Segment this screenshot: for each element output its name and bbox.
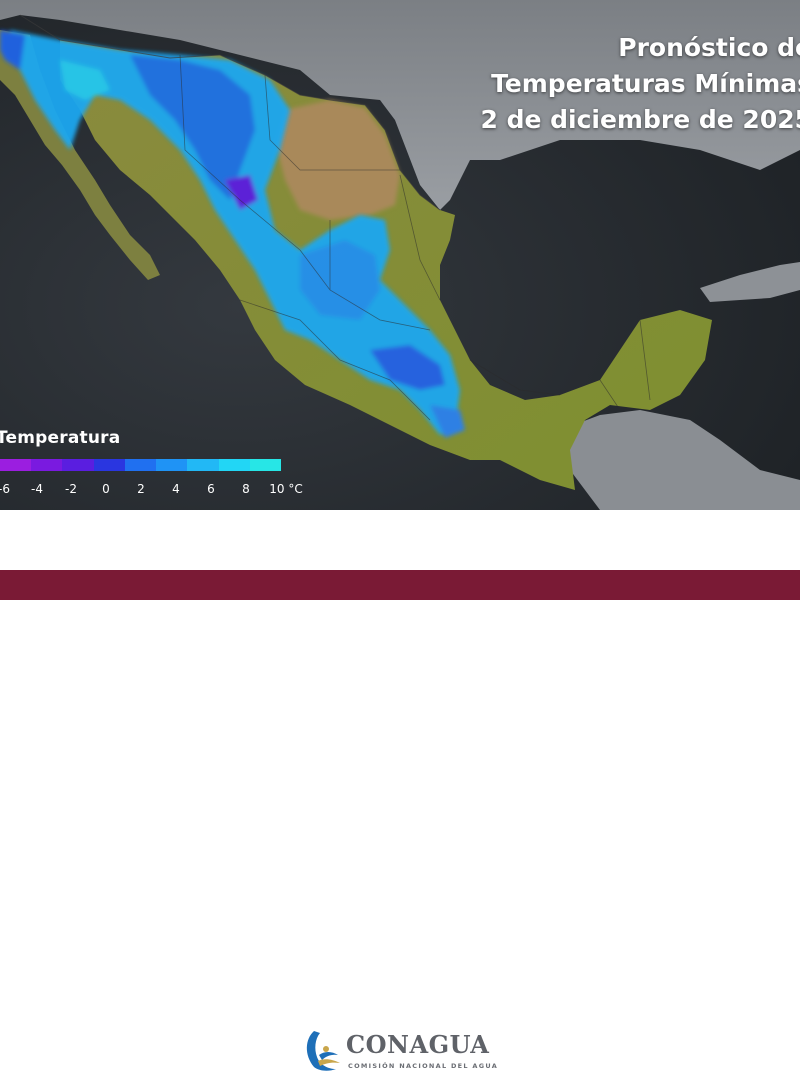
brand-subtitle: COMISIÓN NACIONAL DEL AGUA [348,1062,499,1070]
bottom-accent-bar [0,570,800,600]
legend-title: Temperatura [0,428,121,448]
legend-label: 6 [207,482,215,496]
legend-swatch [31,459,63,471]
forecast-map: Pronóstico de Temperaturas Mínimas 2 de … [0,0,800,510]
legend-label: 8 [242,482,250,496]
brand-name: CONAGUA [346,1030,490,1059]
legend-swatch [93,459,125,471]
legend-swatch [62,459,94,471]
legend-swatch [218,459,250,471]
plateau-region [275,100,400,220]
legend-swatch [124,459,157,471]
legend-label: 2 [137,482,145,496]
footer: CONAGUA COMISIÓN NACIONAL DEL AGUA [0,510,800,1071]
usa-landmass [0,0,800,210]
legend-label: -6 [0,482,10,496]
us-mexico-border [19,14,441,211]
legend-swatch [0,459,32,471]
map-title: Pronóstico de Temperaturas Mínimas 2 de … [480,30,800,138]
legend-swatch [249,459,281,471]
legend-swatch [156,459,188,471]
temperature-overlay [0,30,465,438]
legend-label: -4 [31,482,43,496]
legend-label: 4 [172,482,180,496]
central-america-landmass [560,410,800,510]
title-line-3: 2 de diciembre de 2025 [480,105,800,134]
legend-label: 0 [102,482,110,496]
title-line-2: Temperaturas Mínimas [491,69,800,98]
map-canvas [0,0,800,510]
legend-swatch [187,459,219,471]
legend-color-bar [0,459,281,471]
cuba-landmass [700,262,800,302]
title-line-1: Pronóstico de [618,33,800,62]
legend-label: -2 [65,482,77,496]
state-borders [179,54,651,421]
legend-label: 10 °C [269,482,303,496]
